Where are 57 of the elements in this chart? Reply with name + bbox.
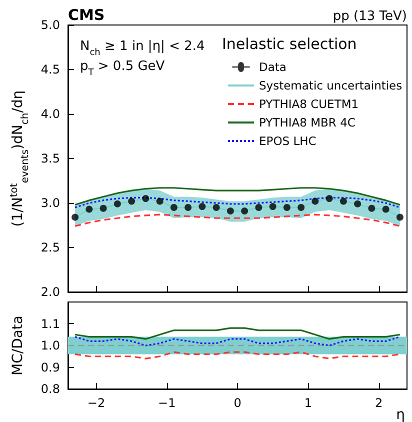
text: pp (13 TeV) <box>332 9 407 24</box>
x-tick-label: −2 <box>87 396 106 410</box>
annotation: p$_{T}$ > 0.5 GeV <box>80 59 165 78</box>
line-series <box>74 214 401 227</box>
point <box>156 198 164 205</box>
line-series <box>74 351 401 360</box>
x-tick-label: 1 <box>304 396 312 410</box>
legend-label: Systematic uncertainties <box>259 78 402 92</box>
y-tick-label: 4.5 <box>40 62 60 76</box>
point <box>298 204 305 211</box>
legend-label: EPOS LHC <box>259 134 316 148</box>
point <box>396 214 404 221</box>
point <box>283 204 290 211</box>
point <box>128 198 136 205</box>
point <box>114 200 121 208</box>
point <box>241 208 248 215</box>
y-tick-label: 1.0 <box>40 338 60 352</box>
annotation: N$_{ch}$ ≥ 1 in |η| < 2.4 <box>80 39 205 58</box>
legend-title: Inelastic selection <box>222 35 357 53</box>
y-tick-label: 1.1 <box>40 316 60 331</box>
point <box>86 206 93 213</box>
point <box>170 204 178 211</box>
point <box>184 204 192 211</box>
y-tick-label: 5.0 <box>40 18 60 32</box>
x-tick-label: −1 <box>158 396 176 410</box>
point <box>326 195 333 202</box>
chart-title: CMS <box>68 6 105 24</box>
y-axis-title: MC/Data <box>10 316 26 376</box>
point <box>198 203 206 210</box>
point <box>340 198 347 205</box>
legend-label: Data <box>259 60 286 74</box>
y-tick-label: 2.5 <box>40 240 60 254</box>
point <box>354 200 362 208</box>
x-tick-label: 2 <box>374 396 383 410</box>
point <box>255 204 262 211</box>
line-series <box>74 187 401 206</box>
line-series <box>74 336 401 346</box>
point <box>269 203 276 210</box>
y-tick-label: 0.9 <box>40 360 60 374</box>
legend-label: PYTHIA8 MBR 4C <box>259 116 356 130</box>
y-tick-label: 0.8 <box>40 382 60 396</box>
legend-label: PYTHIA8 CUETM1 <box>259 97 359 111</box>
line-series <box>74 327 401 340</box>
point <box>142 195 150 202</box>
y-tick-label: 4.0 <box>40 107 60 121</box>
point <box>72 214 79 221</box>
point <box>226 208 234 215</box>
point <box>368 204 376 212</box>
point <box>100 204 107 212</box>
point <box>382 206 390 213</box>
point <box>312 198 319 205</box>
y-tick-label: 3.5 <box>40 152 60 166</box>
x-axis-title: η <box>396 407 405 422</box>
point <box>212 204 220 211</box>
y-tick-label: 2.0 <box>40 285 60 299</box>
y-tick-label: 3.0 <box>40 196 60 210</box>
x-tick-label: 0 <box>234 396 242 410</box>
